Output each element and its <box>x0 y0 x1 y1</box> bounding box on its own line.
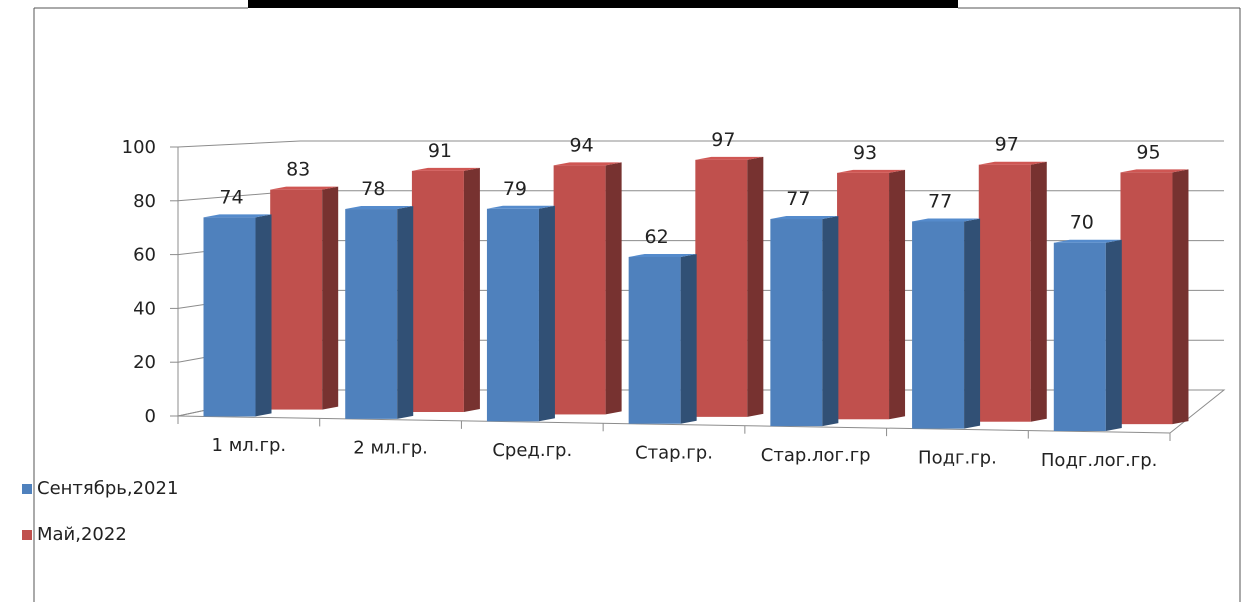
bar <box>203 217 256 417</box>
data-label: 97 <box>995 134 1019 156</box>
bar-side <box>538 205 555 422</box>
bar <box>553 165 606 415</box>
data-label: 78 <box>361 178 385 200</box>
data-label: 95 <box>1136 141 1160 163</box>
data-label: 62 <box>645 226 669 248</box>
legend-label-september: Сентябрь,2021 <box>37 478 179 499</box>
bar-side <box>747 156 764 417</box>
bar-side <box>605 162 622 415</box>
bar-side <box>1030 161 1047 422</box>
bar-top <box>486 205 555 209</box>
data-label: 79 <box>503 178 527 200</box>
y-tick-label: 0 <box>145 406 156 427</box>
data-label: 97 <box>711 129 735 151</box>
y-tick-label: 40 <box>133 298 156 319</box>
x-tick-label: 1 мл.гр. <box>212 435 287 456</box>
bar-top <box>912 218 981 222</box>
x-tick-label: Стар.гр. <box>635 443 713 464</box>
legend-label-may: Май,2022 <box>37 524 127 545</box>
bar-top <box>695 156 764 160</box>
y-tick-label: 60 <box>133 245 156 266</box>
bar-side <box>397 206 414 419</box>
bar-side <box>964 218 981 429</box>
bar <box>1120 172 1173 425</box>
bar <box>486 208 539 422</box>
bar-top <box>770 216 839 220</box>
bar-top <box>270 186 339 190</box>
bar-top <box>978 161 1047 165</box>
bar-side <box>680 253 697 424</box>
legend-item-september: Сентябрь,2021 <box>22 478 178 499</box>
data-label: 70 <box>1070 212 1094 234</box>
data-label: 77 <box>928 190 952 212</box>
bar-side <box>889 169 906 420</box>
bar-top <box>1120 169 1189 173</box>
bar-top <box>837 169 906 173</box>
y-tick-label: 80 <box>133 191 156 212</box>
bar <box>770 219 823 427</box>
data-label: 94 <box>570 134 594 156</box>
bar-top <box>1053 239 1122 243</box>
data-label: 83 <box>286 159 310 181</box>
bar <box>628 256 681 424</box>
bar <box>912 221 965 429</box>
data-label: 93 <box>853 142 877 164</box>
data-label: 91 <box>428 140 452 162</box>
bar-side <box>322 186 339 410</box>
bar <box>978 164 1031 422</box>
bar-side <box>255 214 272 417</box>
legend-swatch-september <box>22 483 32 494</box>
bar-side <box>463 167 480 413</box>
x-tick-label: 2 мл.гр. <box>353 438 428 459</box>
bar <box>1053 242 1106 432</box>
bar <box>837 172 890 420</box>
title-bar-fragment <box>248 0 958 8</box>
x-tick-label: Подг.лог.гр. <box>1041 450 1157 471</box>
legend-item-may: Май,2022 <box>22 524 127 545</box>
bar-side <box>1105 239 1122 432</box>
x-tick-label: Подг.гр. <box>918 447 997 468</box>
bar <box>695 159 748 417</box>
bar-top <box>553 162 622 166</box>
bar-top <box>345 206 414 210</box>
y-tick-label: 100 <box>122 137 156 158</box>
data-label: 77 <box>786 188 810 210</box>
legend-swatch-may <box>22 529 32 540</box>
x-tick-label: Сред.гр. <box>492 440 572 461</box>
gridline <box>177 140 1224 148</box>
y-tick-label: 20 <box>133 352 156 373</box>
bar <box>411 170 464 413</box>
bar-top <box>411 167 480 171</box>
bar-top <box>203 214 272 218</box>
bar <box>345 209 398 419</box>
x-tick-label: Стар.лог.гр <box>761 445 871 466</box>
data-label: 74 <box>219 186 243 208</box>
bar-side <box>1172 169 1189 425</box>
bar-top <box>628 253 697 257</box>
bar-side <box>822 216 839 427</box>
bar <box>270 189 323 410</box>
